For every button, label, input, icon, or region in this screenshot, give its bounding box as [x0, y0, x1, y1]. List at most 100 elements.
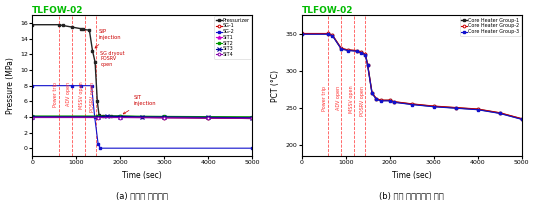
- Line: Pressurizer: Pressurizer: [31, 23, 254, 120]
- Core Heater Group-3: [345, 49, 351, 52]
- Core Heater Group-2: [358, 51, 364, 53]
- Core Heater Group-2: [329, 34, 335, 36]
- SIT4: [161, 117, 167, 119]
- Core Heater Group-3: [358, 52, 364, 54]
- Core Heater Group-3: [362, 54, 369, 56]
- Core Heater Group-1: [378, 99, 384, 102]
- SIT2: [205, 115, 211, 118]
- SIT1: [205, 116, 211, 118]
- Pressurizer: [29, 24, 35, 26]
- Core Heater Group-3: [431, 106, 437, 108]
- Core Heater Group-2: [299, 32, 305, 35]
- Pressurizer: [94, 100, 101, 102]
- Core Heater Group-1: [391, 101, 398, 103]
- Pressurizer: [92, 61, 98, 63]
- Core Heater Group-3: [325, 33, 331, 35]
- Core Heater Group-2: [373, 97, 380, 100]
- SIT4: [205, 117, 211, 119]
- SIT1: [29, 115, 35, 118]
- Core Heater Group-3: [329, 34, 335, 37]
- Pressurizer: [96, 114, 102, 117]
- Core Heater Group-3: [373, 98, 380, 101]
- Text: MSSV open: MSSV open: [349, 86, 354, 113]
- Line: SG-2: SG-2: [31, 84, 254, 150]
- SG-2: [95, 143, 102, 145]
- Core Heater Group-1: [369, 92, 375, 94]
- Core Heater Group-2: [431, 105, 437, 107]
- Core Heater Group-3: [408, 103, 415, 106]
- SIT3: [205, 116, 211, 119]
- Text: MSSV open: MSSV open: [79, 82, 85, 109]
- Pressurizer: [68, 26, 75, 28]
- Core Heater Group-3: [354, 50, 360, 52]
- Core Heater Group-2: [364, 63, 371, 66]
- SG-1: [249, 117, 256, 120]
- SG-2: [68, 84, 75, 87]
- SIT1: [95, 115, 102, 118]
- Core Heater Group-1: [386, 99, 393, 102]
- Core Heater Group-1: [345, 49, 351, 51]
- Core Heater Group-1: [329, 34, 335, 37]
- Pressurizer: [108, 115, 114, 117]
- Core Heater Group-2: [475, 108, 481, 110]
- Core Heater Group-3: [364, 64, 371, 67]
- Pressurizer: [89, 49, 96, 52]
- Text: POSRV open: POSRV open: [90, 82, 95, 112]
- SIT4: [117, 116, 124, 119]
- SG-1: [205, 117, 211, 119]
- Core Heater Group-1: [496, 112, 503, 114]
- Line: SIT3: SIT3: [30, 114, 254, 119]
- SIT3: [139, 116, 146, 118]
- SG-2: [78, 84, 84, 87]
- Text: Power trip: Power trip: [53, 82, 58, 107]
- Y-axis label: Pressure (MPa): Pressure (MPa): [5, 57, 14, 114]
- SIT3: [117, 115, 124, 118]
- Text: POSRV open: POSRV open: [360, 86, 365, 116]
- Core Heater Group-2: [408, 103, 415, 105]
- Core Heater Group-3: [518, 118, 525, 121]
- Text: (a) 계통의 압력변화: (a) 계통의 압력변화: [116, 191, 168, 200]
- Y-axis label: PCT (°C): PCT (°C): [271, 70, 280, 102]
- SIT3: [104, 115, 110, 117]
- Core Heater Group-2: [496, 111, 503, 114]
- Core Heater Group-3: [338, 48, 345, 50]
- Core Heater Group-2: [345, 49, 351, 51]
- SIT3: [95, 116, 102, 118]
- X-axis label: Time (sec): Time (sec): [392, 171, 432, 180]
- Core Heater Group-3: [299, 33, 305, 35]
- Core Heater Group-2: [391, 100, 398, 103]
- Line: SIT1: SIT1: [31, 115, 254, 119]
- Text: (b) 노심 최대온도의 변화: (b) 노심 최대온도의 변화: [379, 191, 444, 200]
- Pressurizer: [117, 115, 124, 117]
- SG-1: [117, 116, 124, 118]
- SIT2: [161, 115, 167, 118]
- Text: ADV open: ADV open: [335, 86, 341, 110]
- SIT4: [249, 117, 256, 120]
- Core Heater Group-2: [386, 99, 393, 101]
- SIT1: [161, 116, 167, 118]
- Core Heater Group-1: [408, 103, 415, 105]
- Line: Core Heater Group-1: Core Heater Group-1: [300, 32, 523, 120]
- Pressurizer: [80, 28, 86, 31]
- SG-2: [249, 147, 256, 149]
- SIT2: [95, 115, 102, 117]
- Text: SIT
injection: SIT injection: [123, 95, 156, 114]
- Core Heater Group-2: [378, 99, 384, 101]
- Core Heater Group-3: [453, 107, 459, 109]
- Core Heater Group-1: [362, 53, 369, 56]
- SIT4: [29, 116, 35, 119]
- Pressurizer: [205, 117, 211, 119]
- SIT3: [29, 116, 35, 118]
- SG-2: [88, 84, 95, 87]
- Pressurizer: [139, 116, 146, 118]
- Line: Core Heater Group-3: Core Heater Group-3: [300, 33, 523, 121]
- SG-1: [29, 116, 35, 118]
- Pressurizer: [86, 29, 93, 31]
- Core Heater Group-1: [475, 108, 481, 111]
- Text: Power trip: Power trip: [323, 86, 327, 111]
- Core Heater Group-1: [299, 33, 305, 35]
- Core Heater Group-2: [453, 106, 459, 109]
- SIT4: [95, 116, 102, 119]
- Text: TLFOW-02: TLFOW-02: [32, 6, 83, 15]
- SG-2: [91, 116, 98, 118]
